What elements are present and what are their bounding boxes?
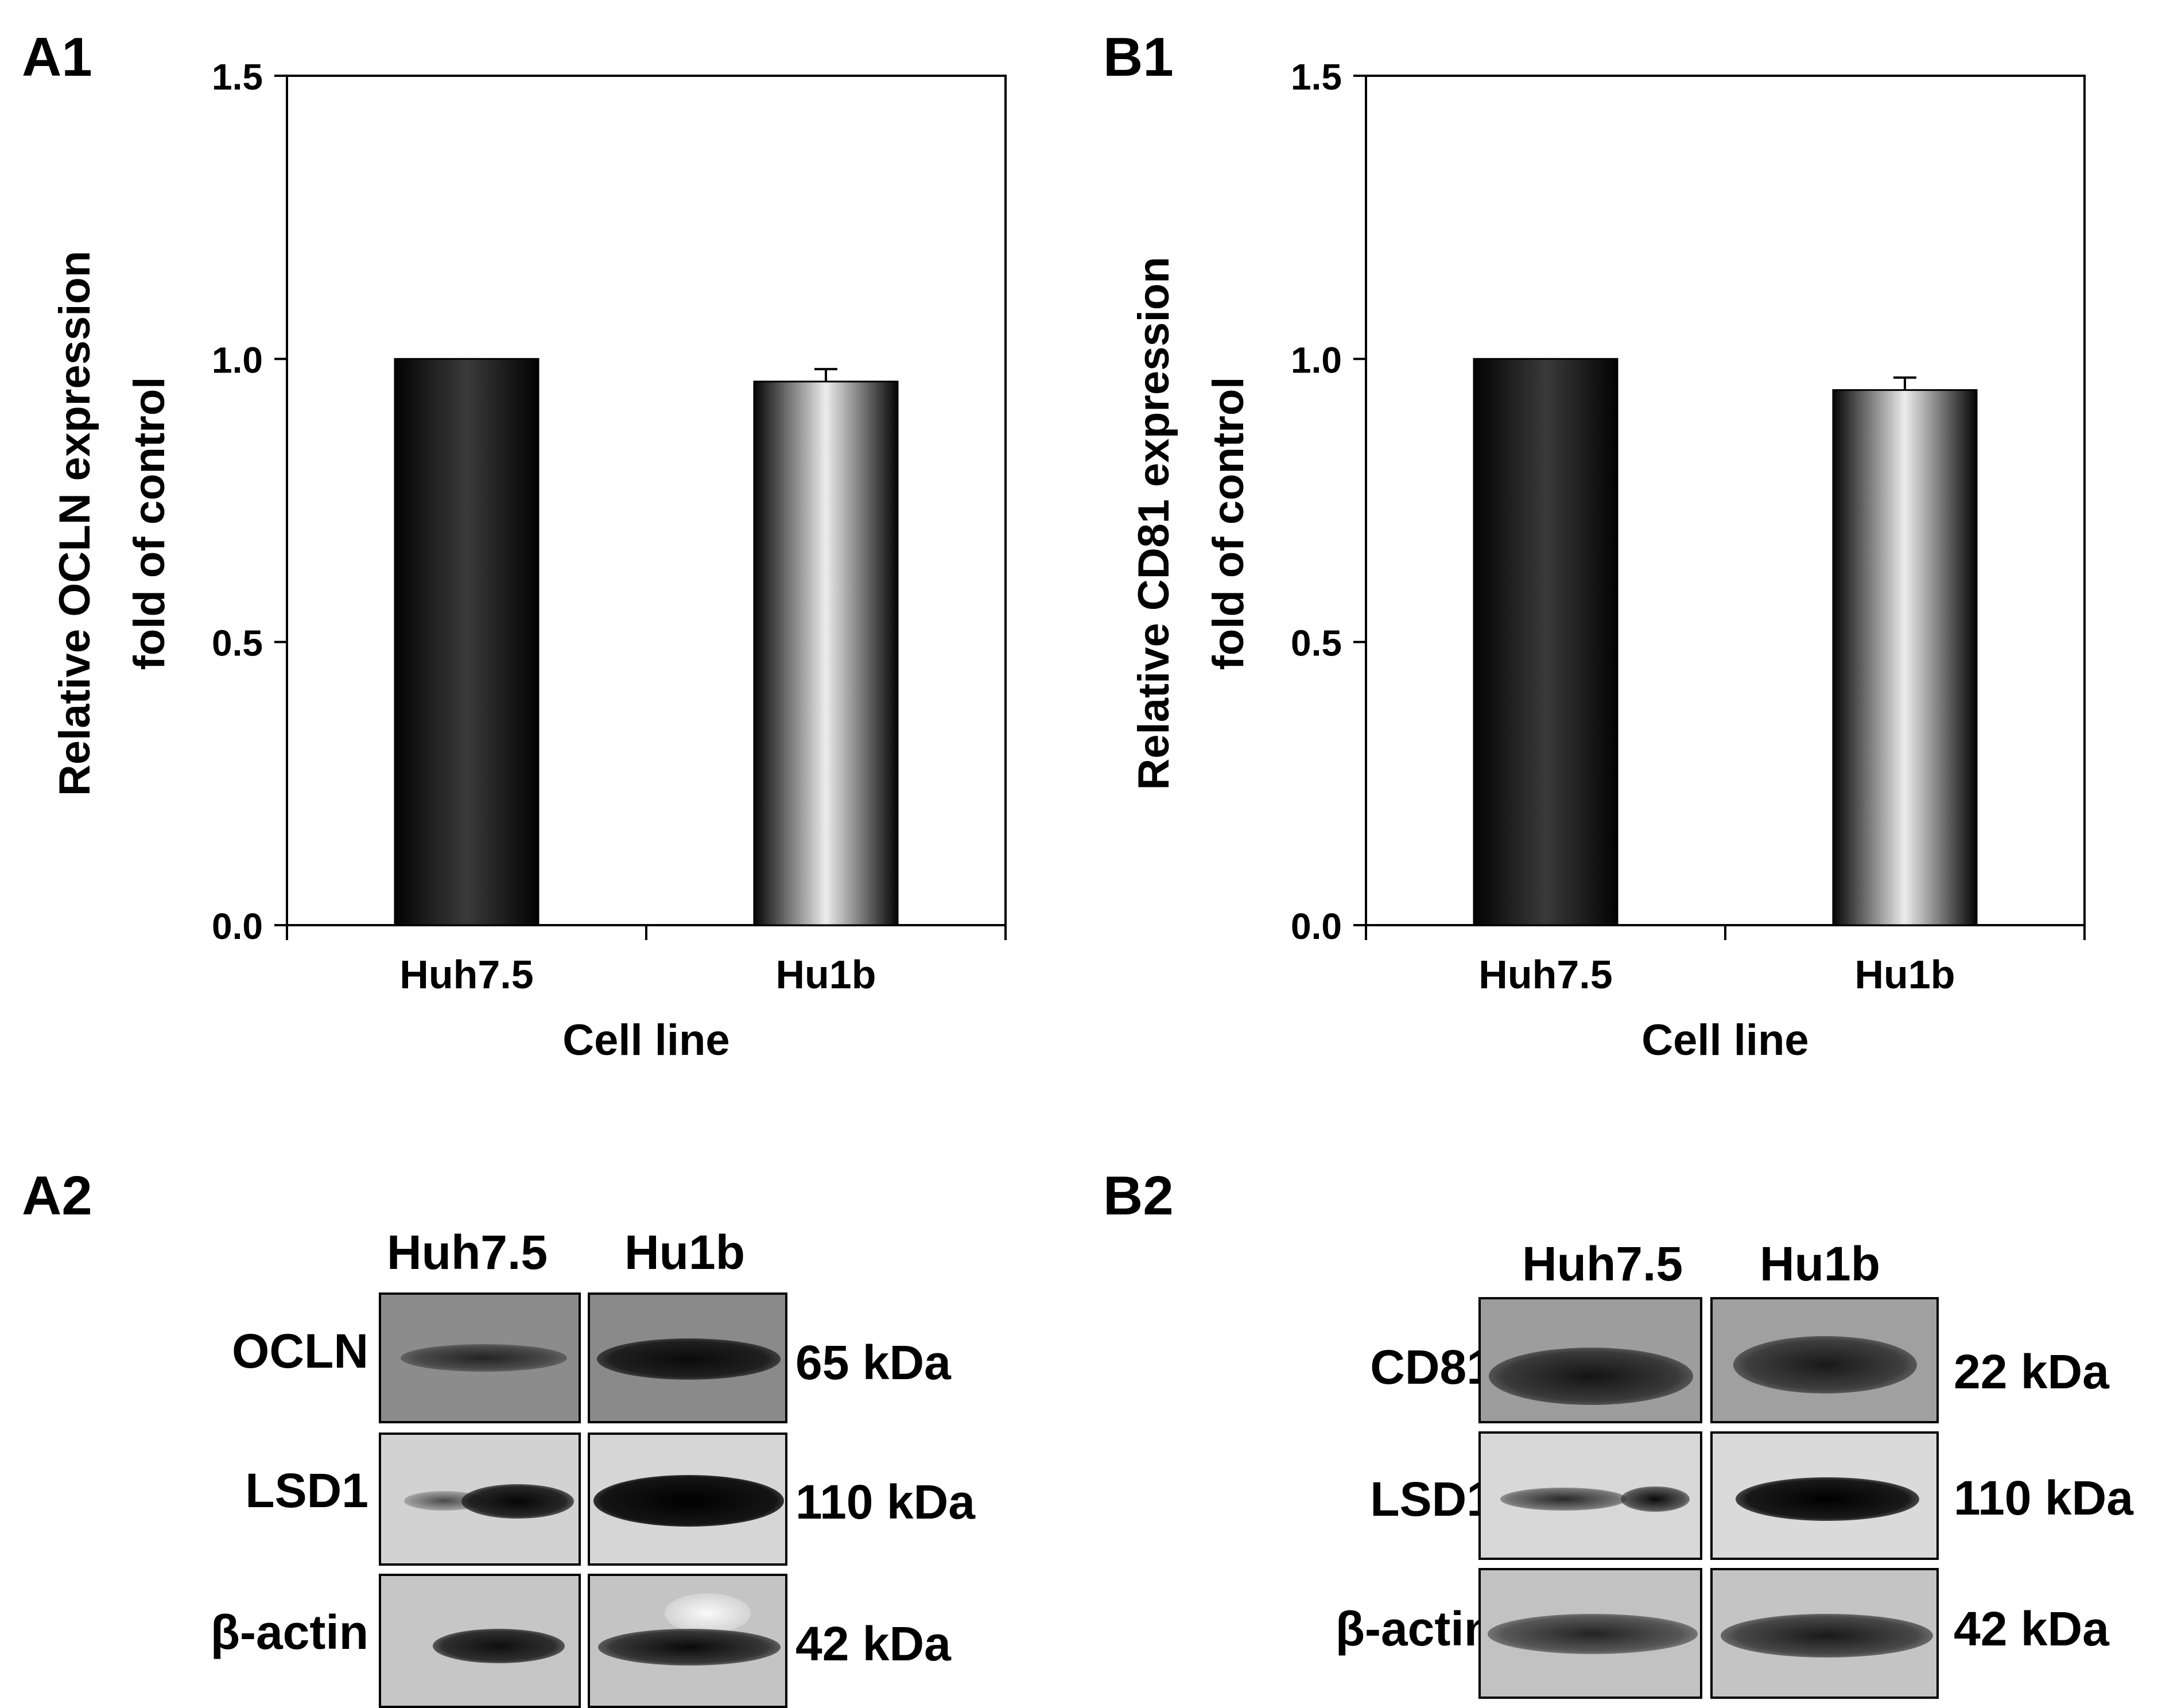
blot-band: [1733, 1336, 1917, 1393]
chart-a1: 0.0 0.5 1.0 1.5 Huh7.5 Hu1b Cell line Relative …: [51, 56, 1007, 1065]
blot-row-label-ocln: OCLN: [232, 1324, 368, 1378]
y-tick-label: 0.5: [212, 623, 263, 664]
x-tick-label: Huh7.5: [1478, 952, 1612, 997]
lane-header-hu1b: Hu1b: [1760, 1237, 1880, 1291]
x-axis-label: Cell line: [562, 1016, 729, 1065]
blot-band: [665, 1593, 751, 1633]
blot-row-label-lsd1: LSD1: [245, 1464, 368, 1517]
y-tick-label: 1.5: [212, 56, 263, 98]
x-axis-label: Cell line: [1641, 1016, 1808, 1065]
blot-b2: Huh7.5 Hu1b CD81 LSD1 β-actin 22 kDa 110…: [1079, 1205, 2158, 1708]
x-tick-label: Hu1b: [1855, 952, 1955, 997]
bar-hu1b: [753, 381, 899, 926]
blot-row-label-actin: β-actin: [1335, 1602, 1493, 1656]
y-tick-label: 1.0: [212, 339, 263, 381]
blot-kda-label-actin: 42 kDa: [795, 1617, 951, 1671]
x-tick-label: Huh7.5: [399, 952, 533, 997]
y-axis-label: fold of control: [125, 377, 174, 670]
blot-kda-label-lsd1: 110 kDa: [795, 1475, 975, 1529]
blot-band: [433, 1629, 565, 1663]
panel-label-b2: B2: [1103, 1165, 1174, 1226]
bar-huh75: [1473, 358, 1618, 926]
blot-kda-label-actin: 42 kDa: [1954, 1602, 2109, 1656]
blot-a2: Huh7.5 Hu1b OCLN LSD1 β-actin 65 kDa 110…: [0, 1205, 1079, 1708]
blot-band: [1488, 1614, 1698, 1654]
blot-cell: [1710, 1431, 1939, 1560]
lane-header-hu1b: Hu1b: [624, 1225, 745, 1279]
y-tick-label: 0.0: [1291, 906, 1342, 947]
blot-band: [598, 1629, 781, 1666]
blot-cell: [1710, 1297, 1939, 1423]
y-axis-label: fold of control: [1204, 377, 1253, 670]
blot-cell: [379, 1574, 581, 1708]
blot-band: [597, 1338, 781, 1380]
blot-kda-label-lsd1: 110 kDa: [1954, 1471, 2133, 1525]
lane-header-huh75: Huh7.5: [387, 1225, 548, 1279]
blot-cell: [1478, 1297, 1702, 1423]
blot-cell: [379, 1433, 581, 1566]
blot-cell: [588, 1433, 787, 1566]
blot-band: [1721, 1614, 1933, 1657]
blot-band: [593, 1475, 784, 1527]
blot-band: [401, 1344, 567, 1372]
blot-cell: [588, 1292, 787, 1423]
blot-band: [461, 1484, 574, 1519]
panel-label-a1: A1: [22, 26, 92, 88]
blot-row-label-cd81: CD81: [1370, 1340, 1493, 1394]
y-tick-label: 1.5: [1291, 56, 1342, 98]
panel-label-a2: A2: [22, 1165, 92, 1226]
y-axis-label: Relative OCLN expression: [51, 251, 99, 796]
bar-hu1b: [1832, 389, 1978, 926]
blot-band: [1489, 1348, 1693, 1405]
blot-band: [1736, 1477, 1919, 1521]
blot-cell: [1478, 1568, 1702, 1699]
y-tick-label: 0.0: [212, 906, 263, 947]
blot-band: [1621, 1486, 1690, 1512]
blot-row-label-actin: β-actin: [210, 1605, 368, 1659]
bar-huh75: [394, 358, 540, 926]
x-tick-label: Hu1b: [776, 952, 876, 997]
y-axis-label: Relative CD81 expression: [1130, 257, 1178, 790]
blot-cell: [588, 1574, 787, 1708]
blot-cell: [1478, 1431, 1702, 1560]
blot-kda-label-ocln: 65 kDa: [795, 1336, 951, 1389]
y-tick-label: 1.0: [1291, 339, 1342, 381]
panel-label-b1: B1: [1103, 26, 1174, 88]
blot-row-label-lsd1: LSD1: [1370, 1472, 1493, 1526]
blot-band: [1500, 1488, 1627, 1511]
blot-cell: [1710, 1568, 1939, 1699]
chart-b1: 0.0 0.5 1.0 1.5 Huh7.5 Hu1b Cell line Relative …: [1130, 56, 2086, 1065]
y-tick-label: 0.5: [1291, 623, 1342, 664]
blot-cell: [379, 1292, 581, 1423]
blot-kda-label-cd81: 22 kDa: [1954, 1345, 2109, 1399]
lane-header-huh75: Huh7.5: [1522, 1237, 1683, 1291]
